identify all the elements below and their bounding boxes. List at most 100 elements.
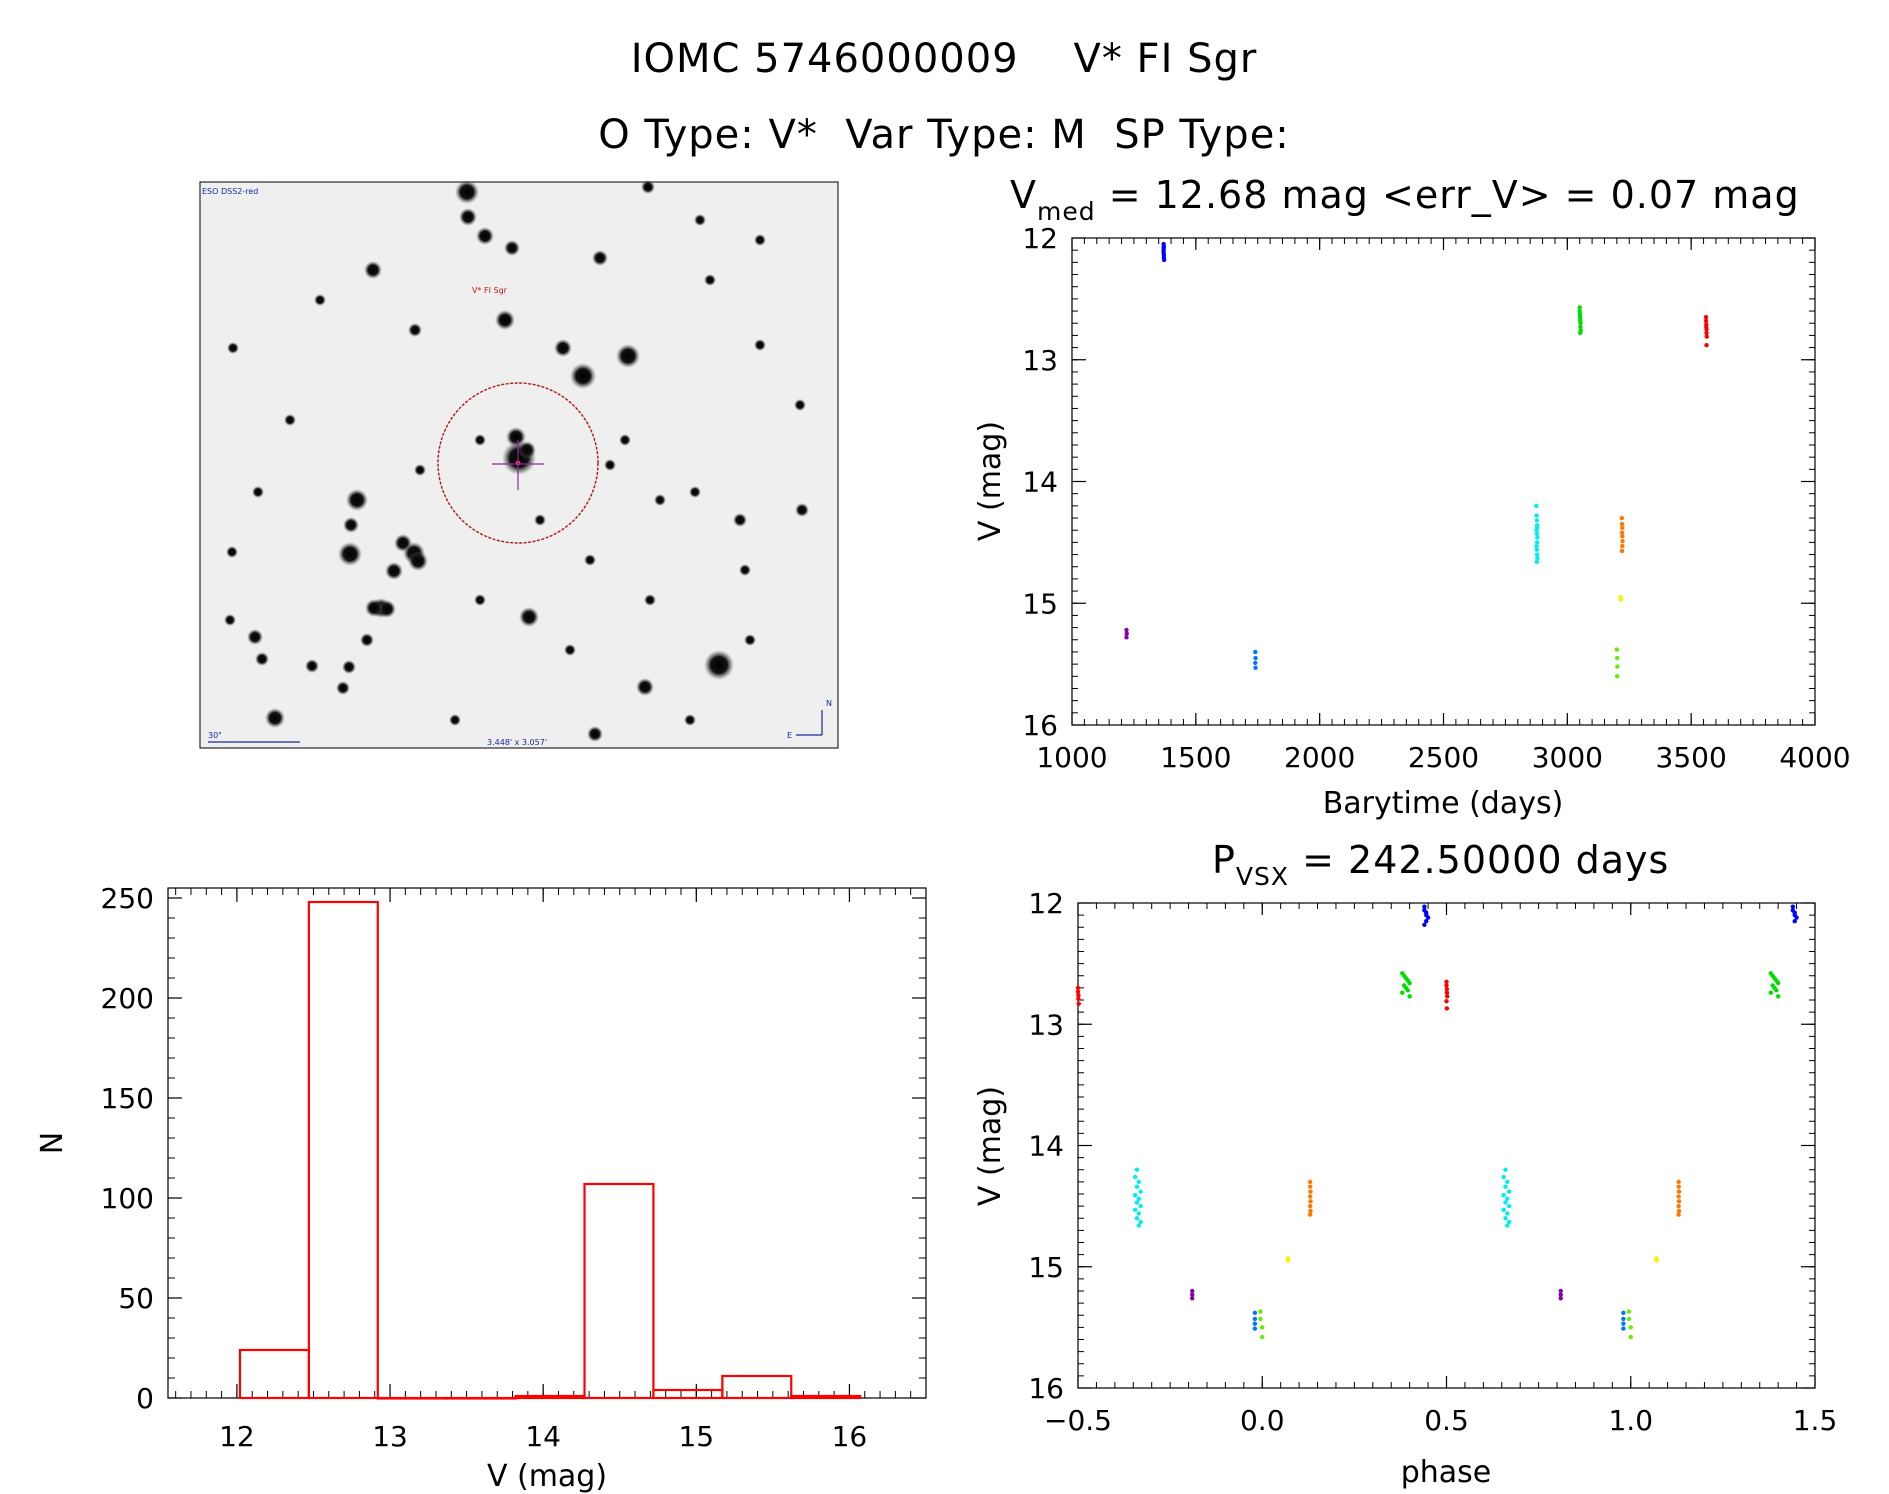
star-dot-63 [684,714,696,726]
star-dot-16 [343,517,359,533]
phased-point-s9-0 [1258,1309,1263,1314]
histogram-xlabel: V (mag) [487,1459,607,1494]
lightcurve-point-s4-11 [1535,556,1540,561]
lightcurve-point-s5-6 [1620,543,1625,549]
lightcurve-point-s3-4 [1704,327,1709,332]
star-dot-38 [226,546,238,558]
phased-point-s5-9 [1676,1184,1681,1189]
figure-title: IOMC 5746000009 V* FI Sgr [631,36,1258,82]
phased-point-s3-1 [1444,983,1449,988]
star-dot-39 [733,513,747,527]
phased-point-s3-2 [1444,986,1450,992]
star-dot-53 [224,614,236,626]
phased-title: PVSX = 242.50000 days [1212,838,1669,891]
lightcurve-point-s4-10 [1534,552,1540,557]
phased-point-s5-2 [1308,1189,1313,1194]
lightcurve-ytick-label-2: 14 [1022,466,1058,499]
phased-point-s3-4 [1445,994,1450,999]
lightcurve-xtick-label-6: 4000 [1779,741,1850,774]
lightcurve-axes: 1000 1500 2000 2500 3000 3500 4000 12 13 14 15 16 [1022,222,1850,774]
phased-point-s7-7 [1621,1326,1626,1331]
phased-point-s5-11 [1676,1194,1681,1199]
phased-point-s2-14 [1775,980,1781,986]
lightcurve-point-s5-3 [1619,530,1625,535]
lightcurve-point-s5-5 [1620,538,1625,544]
star-dot-14 [518,441,536,459]
star-dot-35 [587,726,603,742]
phased-point-s1-5 [1424,918,1429,924]
phased-xtick-label-1: 0.0 [1240,1404,1285,1437]
histogram-panel: 12 13 14 15 16 0 50 100 150 200 250 V (mag) N [35,882,927,1494]
phased-point-s4-17 [1503,1184,1508,1189]
phased-point-s4-10 [1136,1211,1142,1216]
phased-point-s1-12 [1792,918,1797,924]
compass-icon: N E [787,699,832,740]
lightcurve-xtick-label-5: 3500 [1656,741,1727,774]
lightcurve-point-s8-1 [1618,597,1624,602]
star-dot-62 [564,644,576,656]
star-dot-1 [459,208,477,226]
lightcurve-xtick-label-0: 1000 [1036,741,1107,774]
phased-point-s2-7 [1405,988,1411,993]
star-dot-24 [365,599,383,617]
histogram-bar-2 [376,1396,448,1400]
histogram-xtick-label-0: 12 [219,1420,255,1453]
star-dot-60 [604,459,616,471]
target-label: V* FI Sgr [472,286,508,295]
lightcurve-points [1124,241,1709,679]
finder-image-panel: ESO DSS2-red V* FI Sgr 30" 3.448' x 3.05… [199,180,839,749]
lightcurve-point-s2-0 [1577,305,1582,310]
phased-point-s4-9 [1132,1207,1138,1212]
star-field [224,180,809,742]
phased-point-s8-1 [1285,1258,1291,1263]
histogram-bars [238,900,862,1400]
histogram-ylabel: N [35,1132,70,1154]
lightcurve-point-s5-4 [1620,534,1625,539]
histogram-plot-frame [167,887,927,1399]
star-dot-56 [694,214,706,226]
star-dot-55 [314,294,326,306]
star-dot-11 [408,323,422,337]
phased-point-s4-5 [1132,1193,1138,1198]
lightcurve-point-s4-12 [1534,559,1540,565]
phased-xlabel: phase [1401,1455,1492,1490]
star-dot-2 [476,227,494,245]
lightcurve-panel: Vmed = 12.68 mag <err_V> = 0.07 mag 1000… [973,173,1851,821]
lightcurve-point-s4-8 [1534,543,1539,549]
star-dot-27 [255,652,269,666]
lightcurve-ylabel: V (mag) [973,421,1008,541]
target-circle-marker [437,382,599,544]
star-dot-7 [495,310,515,330]
phased-point-s9-6 [1628,1325,1633,1330]
star-dot-44 [704,274,716,286]
phased-point-s1-11 [1794,915,1799,920]
histogram-ytick-label-1: 50 [118,1282,154,1315]
phased-point-s2-17 [1774,988,1779,993]
compass-north-label: N [826,699,832,708]
phased-point-s5-15 [1676,1212,1681,1217]
compass-east-label: E [787,731,792,740]
lightcurve-point-s9-0 [1614,647,1620,652]
phased-title-main: P [1212,838,1236,882]
phased-point-s7-0 [1252,1310,1258,1316]
lightcurve-xtick-label-3: 2500 [1408,741,1479,774]
phased-point-s1-4 [1425,915,1431,920]
lightcurve-plot-frame [1071,237,1816,726]
phased-point-s6-2 [1190,1296,1195,1301]
phased-point-s5-12 [1676,1199,1682,1204]
histogram-bar-4 [514,1394,586,1400]
phased-point-s2-9 [1407,994,1412,999]
lightcurve-title-main: V [1010,173,1037,217]
star-dot-25 [519,607,539,627]
phased-xtick-label-0: −0.5 [1044,1404,1112,1437]
star-dot-61 [534,514,546,526]
star-dot-9 [570,363,596,389]
lightcurve-ytick-label-1: 13 [1022,344,1058,377]
phased-point-s9-1 [1258,1316,1263,1322]
phased-point-s4-7 [1134,1200,1140,1205]
phased-ylabel: V (mag) [973,1086,1008,1206]
star-dot-42 [689,486,701,498]
phased-point-s1-0 [1422,904,1427,909]
phased-point-s6-5 [1558,1296,1563,1301]
lightcurve-point-s7-0 [1253,649,1258,655]
